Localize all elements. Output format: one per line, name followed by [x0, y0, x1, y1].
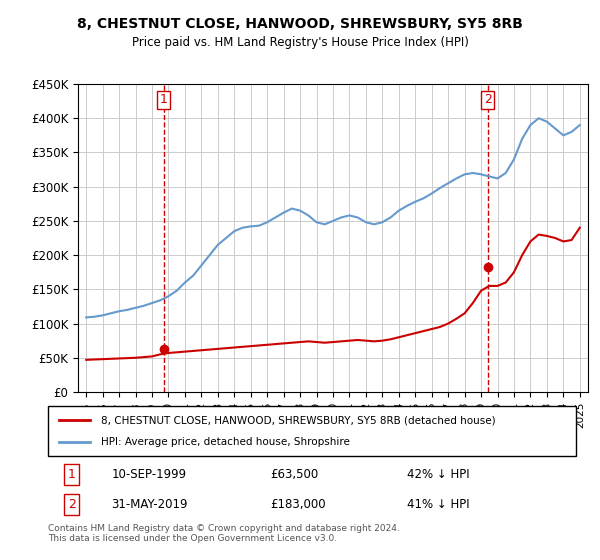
Text: £183,000: £183,000 [270, 498, 325, 511]
Text: 8, CHESTNUT CLOSE, HANWOOD, SHREWSBURY, SY5 8RB (detached house): 8, CHESTNUT CLOSE, HANWOOD, SHREWSBURY, … [101, 415, 496, 425]
Text: Price paid vs. HM Land Registry's House Price Index (HPI): Price paid vs. HM Land Registry's House … [131, 36, 469, 49]
Text: 42% ↓ HPI: 42% ↓ HPI [407, 468, 470, 481]
Text: Contains HM Land Registry data © Crown copyright and database right 2024.
This d: Contains HM Land Registry data © Crown c… [48, 524, 400, 543]
Text: 1: 1 [160, 93, 167, 106]
Text: HPI: Average price, detached house, Shropshire: HPI: Average price, detached house, Shro… [101, 437, 350, 447]
Text: £63,500: £63,500 [270, 468, 318, 481]
Text: 41% ↓ HPI: 41% ↓ HPI [407, 498, 470, 511]
Text: 2: 2 [484, 93, 491, 106]
Text: 1: 1 [68, 468, 76, 481]
Text: 2: 2 [68, 498, 76, 511]
Text: 8, CHESTNUT CLOSE, HANWOOD, SHREWSBURY, SY5 8RB: 8, CHESTNUT CLOSE, HANWOOD, SHREWSBURY, … [77, 17, 523, 31]
FancyBboxPatch shape [48, 406, 576, 456]
Text: 31-MAY-2019: 31-MAY-2019 [112, 498, 188, 511]
Text: 10-SEP-1999: 10-SEP-1999 [112, 468, 187, 481]
